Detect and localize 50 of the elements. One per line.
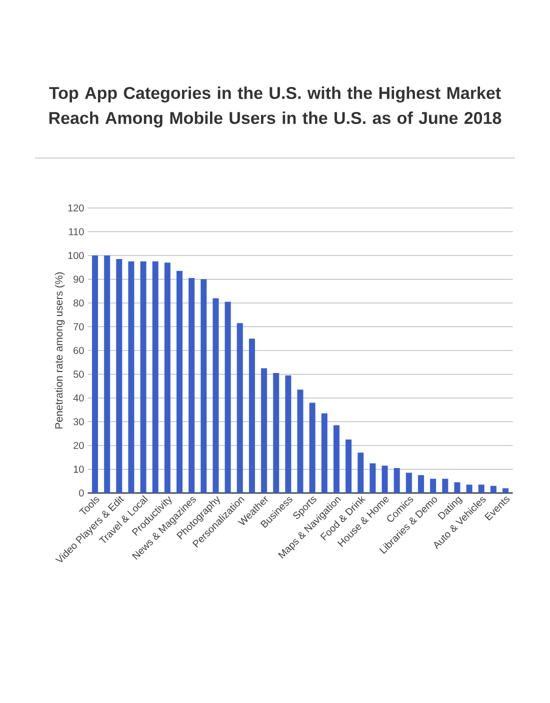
y-tick-label: 80 [74, 299, 84, 307]
bar [358, 452, 364, 493]
bar [104, 255, 110, 493]
y-tick-label: 60 [74, 346, 84, 354]
bar [309, 402, 316, 493]
bar [200, 279, 207, 493]
y-tick-label: 90 [74, 276, 84, 283]
y-tick-label: 110 [69, 228, 84, 236]
y-tick-label: 120 [68, 204, 84, 212]
y-tick-label: 40 [73, 394, 84, 402]
y-tick-label: 20 [74, 442, 84, 450]
bar [273, 373, 280, 493]
y-tick-label: 0 [79, 489, 84, 497]
bar [466, 484, 472, 493]
bar [285, 375, 292, 493]
bar [297, 390, 304, 493]
bar [92, 255, 98, 493]
y-tick-label: 70 [74, 323, 84, 330]
y-tick-label: 50 [74, 370, 84, 378]
bar [418, 475, 424, 493]
bar [406, 472, 412, 493]
bar [224, 302, 231, 493]
bar [442, 478, 448, 493]
bar [394, 468, 400, 493]
bar [321, 413, 328, 493]
bar [128, 261, 134, 493]
bar [176, 270, 183, 493]
y-tick-label: 30 [73, 418, 84, 426]
y-tick-label: 10 [74, 466, 84, 473]
bar [430, 478, 436, 493]
bar [164, 262, 170, 493]
bar [152, 261, 158, 493]
bar [116, 259, 122, 493]
bar [261, 368, 268, 493]
bar [370, 463, 376, 493]
bar [382, 466, 388, 493]
bar [502, 488, 509, 493]
bar [454, 482, 460, 493]
bar [248, 338, 255, 493]
bar [478, 484, 484, 493]
bar [212, 298, 219, 493]
bar [333, 425, 340, 493]
chart-title: Top App Categories in the U.S. with the Highest Market Reach Among Mobile Users in the U.S. as of June 2018 [49, 86, 502, 128]
bar [346, 440, 352, 493]
bar [490, 486, 496, 493]
y-axis-title: Penetration rate among users (%) [54, 272, 65, 428]
bar [188, 278, 195, 493]
bar [236, 323, 243, 493]
bar [140, 261, 146, 493]
y-tick-label: 100 [68, 252, 84, 260]
